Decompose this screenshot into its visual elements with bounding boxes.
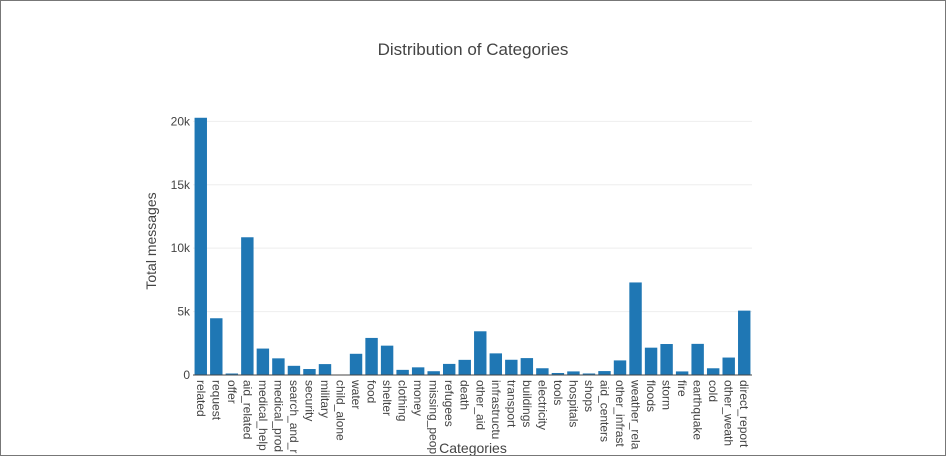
bar-storm[interactable] [660, 344, 673, 375]
bar-other-aid[interactable] [474, 331, 487, 375]
x-tick-label: shelter [380, 380, 394, 416]
x-tick-label: infrastructu [489, 380, 503, 439]
x-tick-label: water [349, 379, 363, 409]
bar-shops[interactable] [582, 373, 596, 375]
x-tick-label: medical_help [256, 380, 270, 451]
chart-title: Distribution of Categories [378, 40, 569, 59]
x-tick-label: fire [675, 380, 689, 397]
x-tick-label: death [458, 380, 472, 410]
bar-security[interactable] [303, 369, 316, 375]
bar-food[interactable] [365, 337, 378, 375]
bar-tools[interactable] [551, 372, 565, 375]
x-tick-label: buildings [520, 380, 534, 427]
x-tick-label: shops [582, 380, 596, 412]
x-tick-label: child_alone [334, 380, 348, 441]
x-tick-label: weather_rela [629, 379, 643, 450]
x-tick-label: hospitals [566, 380, 580, 427]
x-tick-label: aid_related [240, 380, 254, 439]
bar-military[interactable] [318, 364, 332, 375]
x-tick-label: direct_report [737, 380, 751, 448]
x-tick-label: security [302, 380, 316, 421]
bar-clothing[interactable] [396, 369, 409, 375]
x-tick-label: aid_centers [597, 380, 611, 442]
bar-request[interactable] [210, 318, 223, 375]
y-tick-label: 0 [183, 368, 190, 382]
bar-buildings[interactable] [520, 358, 534, 375]
y-axis-label: Total messages [143, 192, 159, 289]
bar-hospitals[interactable] [567, 371, 580, 375]
bars [194, 117, 751, 375]
bar-missing-people[interactable] [427, 371, 440, 375]
gridlines [193, 120, 752, 313]
bar-floods[interactable] [644, 347, 658, 375]
bar-electricity[interactable] [536, 368, 549, 375]
x-tick-label: other_weath [722, 380, 736, 446]
x-tick-label: military [318, 380, 332, 418]
x-tick-label: earthquake [691, 380, 705, 440]
x-tick-label: missing_peop [427, 380, 441, 454]
bar-medical-products[interactable] [272, 358, 285, 375]
y-tick-labels: 0 5k 10k 15k 20k [171, 114, 191, 382]
x-tick-label: offer [225, 380, 239, 404]
x-axis-label: Categories [439, 440, 507, 455]
bar-other-infrastructure[interactable] [613, 360, 627, 375]
bar-infrastructure-related[interactable] [489, 353, 503, 375]
bar-related[interactable] [194, 117, 207, 375]
x-tick-label: transport [504, 380, 518, 428]
x-tick-label: refugees [442, 380, 456, 427]
x-tick-label: other_aid [473, 380, 487, 430]
y-tick-label: 5k [177, 305, 191, 319]
x-tick-labels: related request offer aid_related medical_he… [194, 379, 751, 454]
bar-money[interactable] [411, 367, 425, 375]
y-tick-label: 15k [171, 178, 191, 192]
bar-cold[interactable] [706, 368, 720, 375]
bar-other-weather[interactable] [722, 357, 735, 375]
bar-earthquake[interactable] [691, 343, 704, 375]
x-tick-label: floods [644, 380, 658, 412]
bar-offer[interactable] [225, 373, 239, 375]
x-tick-label: storm [660, 380, 674, 410]
x-tick-label: request [209, 380, 223, 421]
x-tick-label: money [411, 380, 425, 416]
bar-aid-centers[interactable] [598, 371, 611, 375]
bar-refugees[interactable] [442, 363, 456, 375]
x-tick-label: tools [551, 380, 565, 405]
bar-fire[interactable] [675, 371, 689, 375]
bar-death[interactable] [458, 359, 471, 375]
y-tick-label: 20k [171, 114, 191, 128]
x-tick-label: food [365, 380, 379, 403]
x-tick-label: cold [706, 380, 720, 402]
y-tick-label: 10k [171, 241, 191, 255]
bar-medical-help[interactable] [256, 348, 270, 375]
bar-search-and-rescue[interactable] [287, 365, 301, 375]
bar-water[interactable] [349, 353, 363, 375]
bar-weather-related[interactable] [629, 282, 642, 375]
x-tick-label: related [194, 380, 208, 417]
x-tick-label: search_and_r [287, 380, 301, 453]
bar-shelter[interactable] [380, 345, 394, 375]
x-tick-label: medical_prod [271, 380, 285, 452]
bar-aid-related[interactable] [241, 237, 254, 375]
x-tick-label: other_infrast [613, 380, 627, 447]
bar-direct-report[interactable] [738, 310, 751, 375]
bar-transport[interactable] [505, 359, 518, 375]
x-tick-label: electricity [535, 380, 549, 430]
x-tick-label: clothing [396, 380, 410, 421]
